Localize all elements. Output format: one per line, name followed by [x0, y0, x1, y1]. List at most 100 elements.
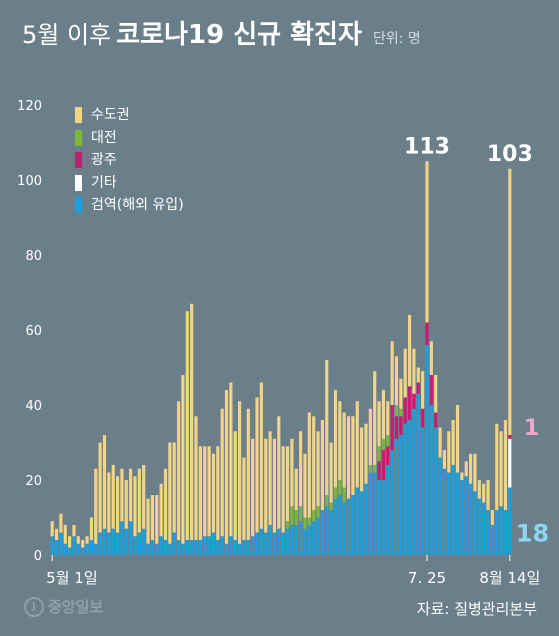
bar-segment [390, 450, 394, 555]
bar-segment [294, 468, 298, 510]
bar-segment [251, 438, 255, 537]
bar-segment [429, 405, 433, 555]
bar-segment [177, 401, 181, 540]
bar-segment [246, 408, 250, 540]
bar-segment [185, 311, 189, 540]
data-label: 18 [516, 520, 549, 548]
bar-segment [85, 536, 89, 544]
bar-segment [124, 480, 128, 529]
bar-segment [107, 472, 111, 533]
legend-label: 대전 [91, 129, 117, 146]
bar-segment [386, 401, 390, 435]
bar-segment [403, 397, 407, 424]
bar-segment [229, 382, 233, 537]
bar-segment [285, 521, 290, 529]
bar-segment [190, 303, 194, 540]
bar-segment [320, 420, 324, 510]
bar-segment [399, 408, 403, 417]
legend-item: 수도권 [75, 104, 184, 127]
bar-segment [76, 536, 80, 544]
bar-segment [320, 510, 324, 555]
bar-segment [346, 498, 351, 555]
y-tick-label: 0 [34, 549, 42, 564]
x-tick-label: 7. 25 [408, 569, 446, 587]
bar-segment [390, 341, 394, 405]
bar-segment [373, 465, 377, 473]
bar-segment [159, 536, 163, 555]
bar-segment [421, 408, 425, 428]
x-tick-label: 8월 14일 [479, 569, 540, 587]
y-tick-label: 60 [25, 324, 42, 339]
bar-segment [303, 528, 307, 555]
bar-segment [172, 442, 176, 533]
bar-segment [408, 315, 412, 387]
bar-segment [159, 483, 163, 537]
bar-segment [233, 431, 237, 540]
bar-segment [59, 532, 63, 555]
bar-segment [316, 517, 320, 555]
bar-segment [460, 480, 464, 555]
bar-segment [233, 540, 237, 555]
bar-segment [246, 540, 250, 555]
bar-segment [373, 472, 377, 555]
bar-segment [447, 431, 451, 473]
bar-segment [98, 532, 102, 555]
bar-segment [89, 517, 93, 540]
bar-segment [377, 480, 381, 555]
bar-segment [325, 506, 329, 555]
bar-segment [251, 536, 255, 555]
bar-segment [495, 423, 499, 510]
bar-segment [355, 401, 359, 488]
bar-segment [89, 540, 93, 555]
bar-segment [220, 408, 224, 537]
bar-segment [455, 472, 460, 555]
bar-segment [333, 390, 338, 488]
bar-segment [381, 480, 385, 555]
bar-segment [111, 528, 115, 555]
bar-segment [408, 420, 412, 555]
bar-segment [486, 480, 490, 510]
bar-segment [211, 453, 216, 533]
bar-segment [434, 412, 438, 428]
legend-item: 광주 [75, 149, 184, 172]
x-axis: 5월 1일 7. 25 8월 14일 [46, 555, 540, 587]
bar-segment [399, 378, 403, 409]
bar-segment [264, 532, 268, 555]
bar-segment [451, 420, 455, 465]
bar-segment [63, 543, 67, 555]
bar-segment [508, 438, 512, 488]
bar-segment [68, 536, 72, 548]
bar-segment [129, 521, 133, 555]
bar-segment [455, 405, 460, 473]
bar-segment [338, 401, 342, 480]
bar-segment [290, 525, 294, 555]
bar-segment [499, 506, 503, 555]
bar-segment [490, 525, 494, 555]
bar-segment [316, 506, 320, 518]
bar-segment [368, 472, 372, 555]
bar-segment [307, 412, 311, 518]
bar-segment [294, 525, 298, 555]
unit-label: 단위: 명 [372, 31, 421, 47]
bar-segment [421, 427, 425, 555]
bar-segment [477, 480, 481, 499]
bar-segment [181, 543, 185, 555]
bar-segment [81, 540, 85, 548]
bar-segment [408, 386, 412, 420]
bar-segment [508, 168, 512, 435]
bar-segment [242, 457, 246, 540]
bar-segment [277, 528, 281, 555]
bar-segment [72, 525, 76, 537]
bar-segment [508, 487, 512, 555]
bar-segment [50, 536, 54, 555]
legend: 수도권 대전 광주 기타 검역(해외 유입) [75, 104, 184, 217]
bar-segment [168, 543, 172, 555]
title-prefix: 5월 이후 [22, 21, 112, 49]
bar-segment [299, 431, 303, 507]
bar-segment [155, 543, 159, 555]
bar-segment [111, 465, 115, 529]
bar-segment [416, 393, 420, 555]
bar-segment [412, 408, 416, 555]
bar-segment [429, 375, 433, 405]
bar-segment [333, 487, 338, 499]
